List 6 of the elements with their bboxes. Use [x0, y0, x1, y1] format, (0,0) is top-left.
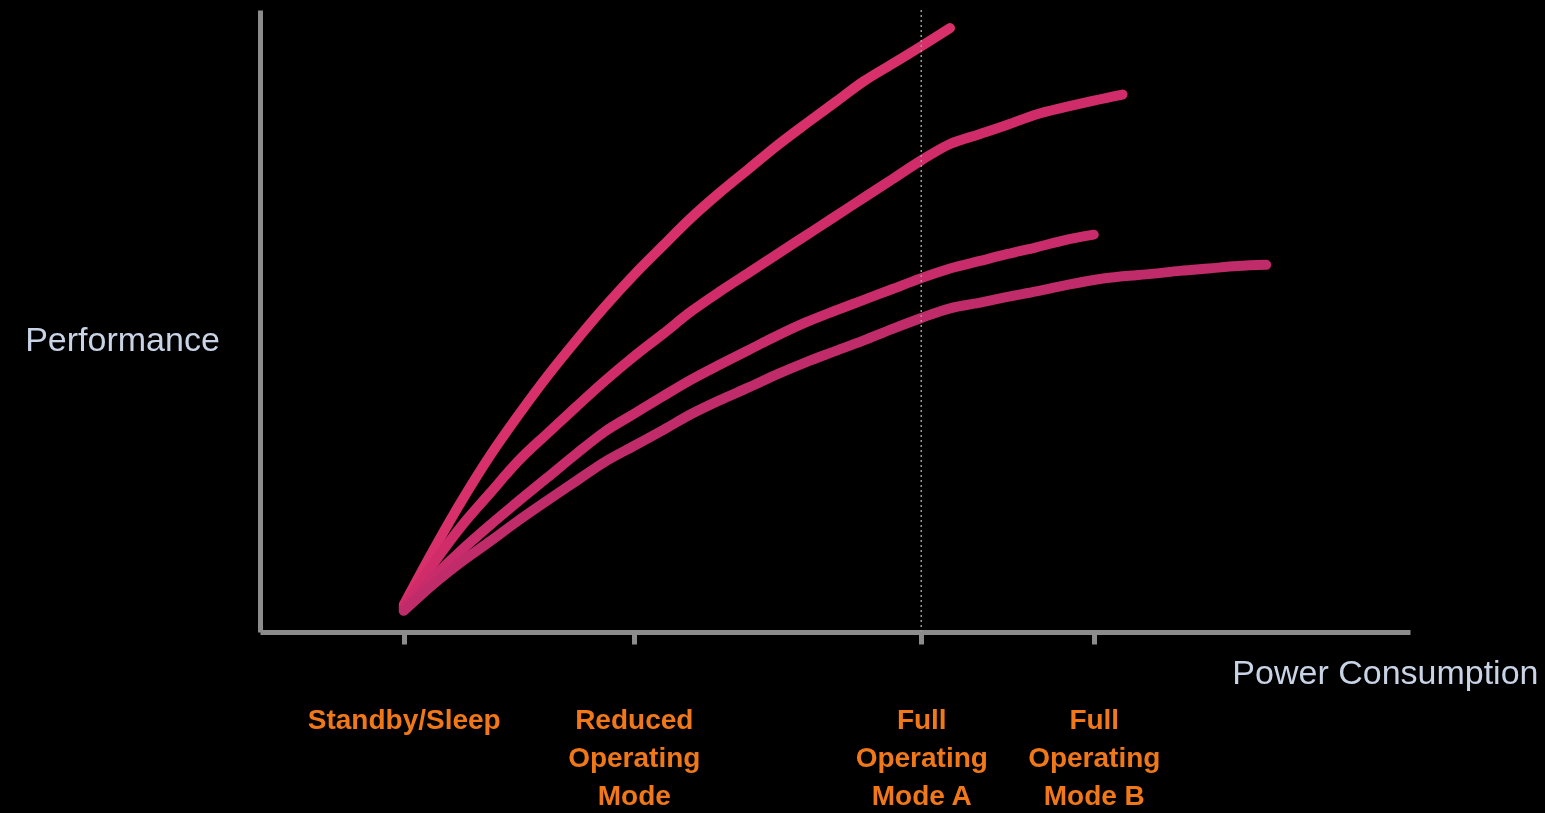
x-tick-label: Full Operating Mode A	[855, 703, 988, 811]
x-tick-label: Full Operating Mode B	[1028, 703, 1161, 811]
x-tick-label: Standby/Sleep	[307, 703, 501, 735]
x-axis-title: Power Consumption	[1232, 652, 1539, 691]
y-axis-title: Performance	[25, 319, 220, 358]
x-tick-label: Reduced Operating Mode	[568, 703, 701, 811]
